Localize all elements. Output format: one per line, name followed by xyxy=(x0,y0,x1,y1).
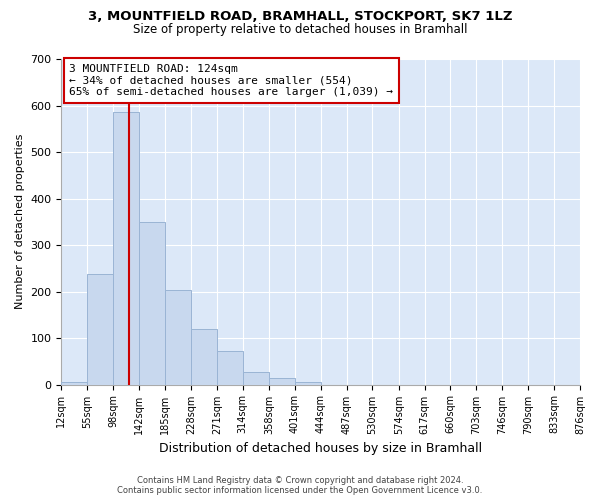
Bar xyxy=(217,350,242,384)
Bar xyxy=(295,382,321,384)
X-axis label: Distribution of detached houses by size in Bramhall: Distribution of detached houses by size … xyxy=(159,442,482,455)
Bar xyxy=(61,382,87,384)
Text: 3, MOUNTFIELD ROAD, BRAMHALL, STOCKPORT, SK7 1LZ: 3, MOUNTFIELD ROAD, BRAMHALL, STOCKPORT,… xyxy=(88,10,512,23)
Bar xyxy=(113,112,139,384)
Text: Contains HM Land Registry data © Crown copyright and database right 2024.
Contai: Contains HM Land Registry data © Crown c… xyxy=(118,476,482,495)
Bar xyxy=(165,290,191,384)
Bar xyxy=(191,329,217,384)
Bar xyxy=(269,378,295,384)
Bar xyxy=(242,372,269,384)
Y-axis label: Number of detached properties: Number of detached properties xyxy=(15,134,25,310)
Bar xyxy=(139,222,165,384)
Bar xyxy=(87,274,113,384)
Text: Size of property relative to detached houses in Bramhall: Size of property relative to detached ho… xyxy=(133,22,467,36)
Text: 3 MOUNTFIELD ROAD: 124sqm
← 34% of detached houses are smaller (554)
65% of semi: 3 MOUNTFIELD ROAD: 124sqm ← 34% of detac… xyxy=(69,64,393,97)
